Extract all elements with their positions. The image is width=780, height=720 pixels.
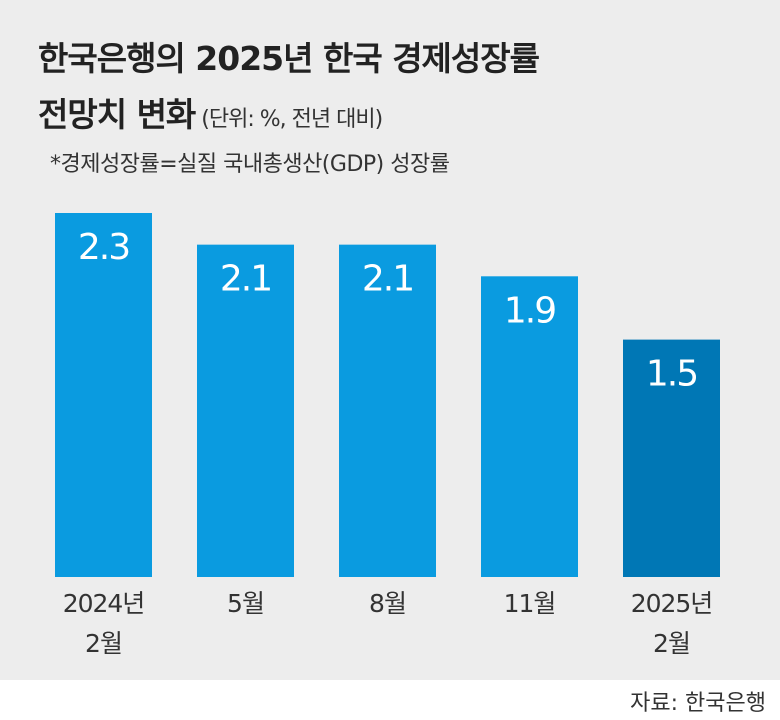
category-label: 11월 bbox=[504, 589, 556, 618]
chart-title-line1: 한국은행의 2025년 한국 경제성장률 bbox=[38, 39, 540, 78]
footnote: *경제성장률=실질 국내총생산(GDP) 성장률 bbox=[50, 152, 450, 177]
bar bbox=[339, 244, 436, 578]
chart-title-line2: 전망치 변화 (단위: %, 전년 대비) bbox=[38, 88, 383, 136]
bar bbox=[481, 276, 578, 577]
source-label: 자료: 한국은행 bbox=[630, 691, 766, 716]
value-label: 1.9 bbox=[504, 290, 555, 331]
category-label: 5월 bbox=[227, 589, 264, 618]
title-line2-text: 전망치 변화 bbox=[38, 95, 196, 134]
bar-chart: 2.3 2024년 2월 2.1 5월 2.1 8월 1.9 11월 1.5 2025년 2월 bbox=[55, 213, 720, 658]
unit-label: (단위: %, 전년 대비) bbox=[201, 107, 383, 132]
category-label: 2025년 bbox=[631, 589, 713, 618]
category-label: 8월 bbox=[369, 589, 406, 618]
category-label: 2월 bbox=[85, 629, 122, 658]
bar bbox=[55, 213, 152, 577]
bar bbox=[197, 244, 294, 578]
category-label: 2024년 bbox=[63, 589, 145, 618]
value-label: 2.3 bbox=[78, 227, 129, 268]
category-label: 2월 bbox=[653, 629, 690, 658]
value-label: 2.1 bbox=[220, 259, 271, 300]
bar bbox=[623, 339, 720, 577]
value-label: 1.5 bbox=[646, 354, 697, 395]
value-label: 2.1 bbox=[362, 259, 413, 300]
